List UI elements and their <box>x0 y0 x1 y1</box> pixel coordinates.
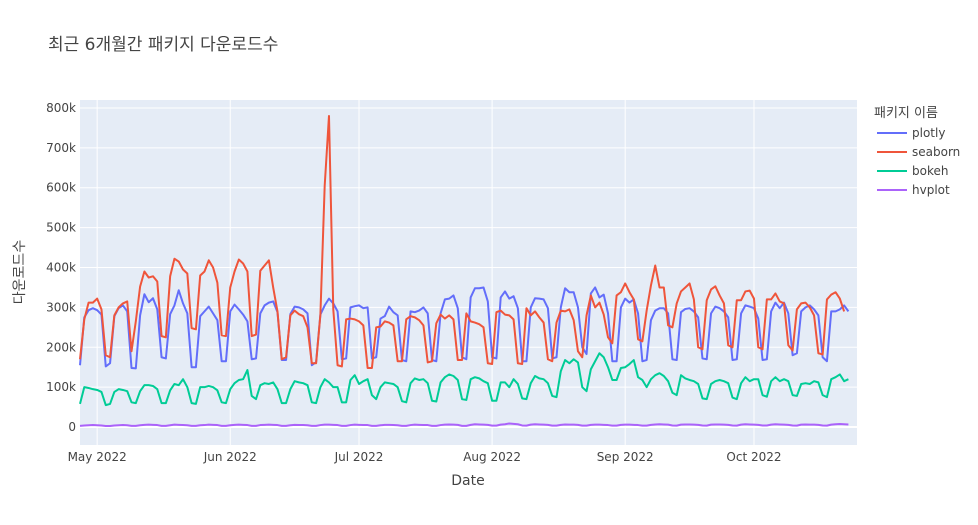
x-axis-title: Date <box>451 473 484 489</box>
series-line-seaborn <box>79 114 846 370</box>
x-tick-label: Jul 2022 <box>334 450 384 464</box>
x-tick-label: May 2022 <box>68 450 127 464</box>
legend-label: plotly <box>912 126 945 140</box>
y-tick-label: 200k <box>46 340 76 354</box>
legend-item-bokeh[interactable]: bokeh <box>877 164 948 178</box>
x-tick-label: Aug 2022 <box>463 450 521 464</box>
y-tick-label: 400k <box>46 261 76 275</box>
y-tick-label: 600k <box>46 181 76 195</box>
legend-item-plotly[interactable]: plotly <box>877 126 945 140</box>
y-tick-label: 100k <box>46 380 76 394</box>
legend-label: bokeh <box>912 164 948 178</box>
y-tick-label: 500k <box>46 221 76 235</box>
legend-item-seaborn[interactable]: seaborn <box>877 145 960 159</box>
series-line-bokeh <box>79 352 849 407</box>
chart-title: 최근 6개월간 패키지 다운로드수 <box>48 35 278 55</box>
legend-label: seaborn <box>912 145 960 159</box>
legend-item-hvplot[interactable]: hvplot <box>877 183 950 197</box>
x-tick-label: Sep 2022 <box>597 450 654 464</box>
x-tick-label: Oct 2022 <box>726 450 781 464</box>
legend-title: 패키지 이름 <box>874 106 938 121</box>
y-tick-label: 700k <box>46 141 76 155</box>
y-axis-title: 다운로드수 <box>12 240 28 305</box>
y-tick-label: 300k <box>46 300 76 314</box>
legend: 패키지 이름 plotly seaborn bokeh hvplot <box>874 106 960 197</box>
x-tick-label: Jun 2022 <box>203 450 257 464</box>
x-tick-labels: May 2022 Jun 2022 Jul 2022 Aug 2022 Sep 2022… <box>68 450 782 464</box>
series-lines <box>79 114 850 428</box>
y-tick-labels: 0 100k 200k 300k 400k 500k 600k 700k 800k <box>46 101 76 434</box>
legend-label: hvplot <box>912 183 950 197</box>
y-tick-label: 800k <box>46 101 76 115</box>
series-line-hvplot <box>79 422 849 428</box>
y-tick-label: 0 <box>68 420 76 434</box>
series-line-plotly <box>79 286 850 370</box>
